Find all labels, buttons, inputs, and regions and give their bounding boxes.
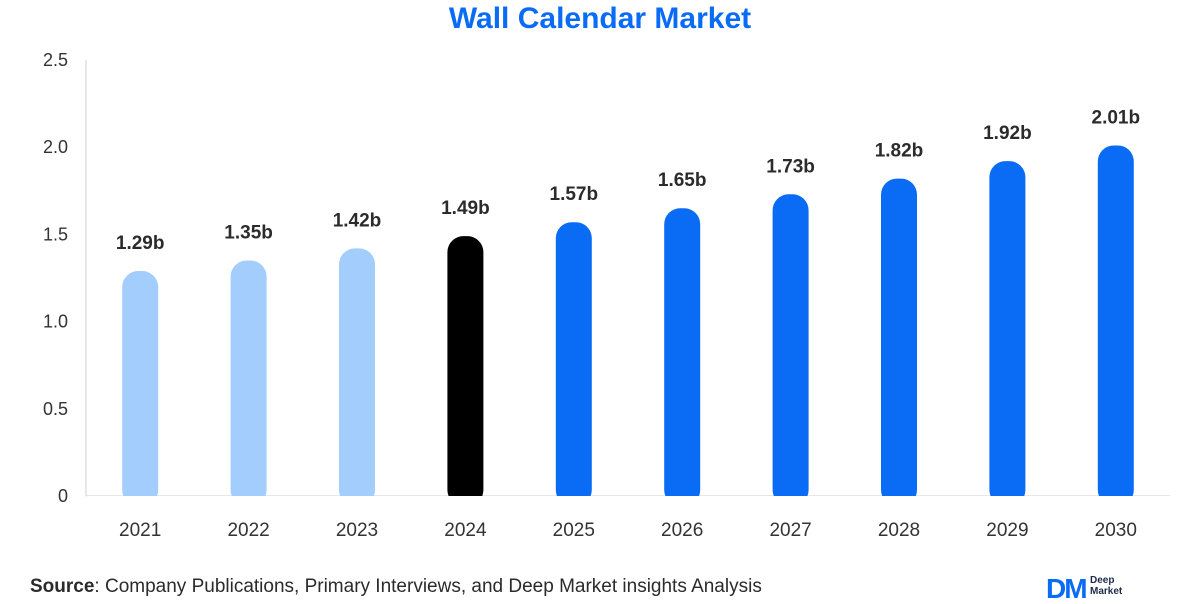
data-label-2022: 1.35b <box>224 223 273 244</box>
data-label-2028: 1.82b <box>875 141 924 162</box>
bar-2029 <box>989 161 1026 507</box>
x-tick-label-2028: 2028 <box>878 520 920 541</box>
x-tick-label-2030: 2030 <box>1095 520 1137 541</box>
x-tick-labels: 2021 2022 2023 2024 2025 2026 2027 2028 2029 2030 <box>119 520 1137 541</box>
y-tick-label: 2.5 <box>43 50 68 70</box>
y-tick-label: 1.5 <box>43 224 68 244</box>
source-label: Source <box>30 576 95 597</box>
data-label-2030: 2.01b <box>1092 107 1141 128</box>
bar-2028 <box>881 178 917 507</box>
x-tick-label-2029: 2029 <box>986 520 1028 541</box>
brand-logo: DM Deep Market <box>1046 573 1166 604</box>
logo-line-1: Deep <box>1090 575 1115 586</box>
bar-chart: 0 0.5 1.0 1.5 2.0 2.5 1.29b 1.35b 1.42b 1.49b 1.5… <box>43 50 1171 541</box>
x-tick-label-2022: 2022 <box>227 520 269 541</box>
bar-2027 <box>772 194 809 506</box>
x-tick-label-2024: 2024 <box>444 520 487 541</box>
bar-series <box>87 145 1171 508</box>
bar-2022 <box>230 260 267 506</box>
bar-2023 <box>339 248 375 507</box>
logo-text: Deep Market <box>1090 575 1122 597</box>
y-tick-labels: 0 0.5 1.0 1.5 2.0 2.5 <box>43 50 68 506</box>
y-tick-label: 0 <box>58 486 68 506</box>
bar-2026 <box>664 208 701 507</box>
baseline-mask <box>87 496 1171 508</box>
bar-2021 <box>122 271 159 506</box>
chart-title: Wall Calendar Market <box>448 2 752 35</box>
data-labels: 1.29b 1.35b 1.42b 1.49b 1.57b 1.65b 1.73b 1.82b… <box>116 107 1140 254</box>
source-text: : Company Publications, Primary Intervie… <box>94 576 762 597</box>
x-tick-label-2027: 2027 <box>769 520 811 541</box>
bar-2024 <box>447 236 484 507</box>
y-tick-label: 0.5 <box>43 399 68 419</box>
x-tick-label-2021: 2021 <box>119 520 161 541</box>
source-note: Source: Company Publications, Primary In… <box>30 576 762 598</box>
y-tick-label: 1.0 <box>43 312 68 332</box>
logo-mark: DM <box>1046 573 1088 604</box>
data-label-2021: 1.29b <box>116 233 165 254</box>
data-label-2027: 1.73b <box>766 156 815 177</box>
x-tick-label-2026: 2026 <box>661 520 703 541</box>
y-tick-label: 2.0 <box>43 137 68 157</box>
data-label-2023: 1.42b <box>333 210 382 231</box>
logo-line-2: Market <box>1090 586 1123 597</box>
x-tick-label-2023: 2023 <box>336 520 378 541</box>
bar-2025 <box>555 222 592 506</box>
x-tick-label-2025: 2025 <box>553 520 595 541</box>
bar-2030 <box>1097 145 1134 506</box>
data-label-2024: 1.49b <box>441 198 490 219</box>
data-label-2025: 1.57b <box>550 184 599 205</box>
data-label-2026: 1.65b <box>658 170 707 191</box>
data-label-2029: 1.92b <box>983 123 1032 144</box>
